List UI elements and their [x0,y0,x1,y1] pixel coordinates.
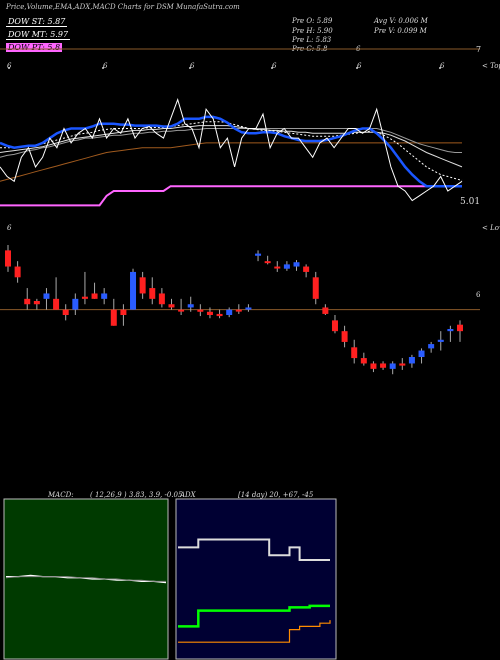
candle-body [293,262,300,267]
candle-body [331,320,338,332]
candle-body [216,313,223,317]
macd-params: ( 12,26,9 ) 3.83, 3.9, -0.05 [90,491,183,499]
marker-dot [271,67,273,69]
series-band-gray [0,128,462,158]
candle-body [245,307,252,310]
candle-body [139,277,146,294]
candle-body [168,304,175,308]
series-ema-mid [0,121,463,181]
candle-body [101,293,108,299]
candle-body [178,309,185,312]
marker-dot [8,67,10,69]
price-chart [0,48,480,375]
candle-body [303,266,310,272]
series-ema-slow [0,125,463,168]
candle-body [43,293,50,299]
candle-body [206,311,213,315]
candle-body [264,261,271,264]
candle-body [389,363,396,369]
candle-body [360,358,367,364]
series-price [0,98,463,202]
topa-label: < Topa [482,62,500,70]
adx-params: [14 day) 20, +67, -45 [238,491,314,499]
candle-body [91,293,98,299]
adx-series-adx [178,538,330,561]
candle-body [33,301,40,305]
candle-body [72,298,79,310]
candle-body [14,266,21,278]
series-dow-pt [0,185,462,207]
candle-body [62,309,69,315]
candle-body [130,271,137,310]
candle-body [283,264,290,269]
candle-body [457,324,463,332]
candle-body [351,347,358,359]
marker-dot [102,67,104,69]
adx-title: ADX [180,491,196,499]
marker-dot [356,67,358,69]
candle-body [110,309,117,326]
candle-body [408,357,415,364]
candle-body [312,277,319,299]
marker-dot [439,67,441,69]
chart-title: Price,Volume,EMA,ADX,MACD Charts for DSM… [6,3,240,11]
tick-mark: 6 [440,62,445,70]
tick-mark: 6 [7,62,12,70]
macd-series-signal [5,576,166,582]
candle-body [235,309,242,312]
tick-mark: 6 [103,62,108,70]
candle-body [399,363,406,366]
candle-body [53,298,60,310]
candle-body [24,298,31,305]
adx-box [175,498,337,660]
candle-body [5,250,11,267]
dow-mt-label: DOW MT: 5.97 [6,30,71,40]
macd-title: MACD: [48,491,74,499]
pre-high: Pre H: 5.90 [292,27,333,35]
tick-mark: 6 [7,224,12,232]
candle-body [158,293,165,305]
candle-body [226,309,233,315]
candle-body [370,363,377,369]
adx-series-minus-di [178,620,331,643]
candle-body [81,296,88,299]
top-right-seven: 7 [476,45,482,54]
candle-body [149,288,156,299]
candle-body [447,329,454,332]
candle-body [341,331,348,342]
candle-body [418,350,425,357]
pre-open: Pre O: 5.89 [292,17,333,25]
avg-volume: Avg V: 0.006 M [374,17,428,25]
candle-body [380,363,387,368]
tick-mark: 6 [272,62,277,70]
candle-body [197,309,204,312]
marker-dot [189,67,191,69]
pre-low: Pre L: 5.83 [292,36,332,44]
tick-mark: 6 [357,62,362,70]
dow-st-label: DOW ST: 5.87 [6,17,68,27]
candle-body [120,309,127,315]
adx-series-plus-di [178,604,330,628]
macd-box [3,498,169,660]
candle-body [322,307,329,314]
candle-body [187,304,194,308]
ref-six-label: 6 [476,291,481,299]
tick-mark: 6 [190,62,195,70]
pre-volume: Pre V: 0.099 M [374,27,427,35]
candle-body [428,344,435,349]
candle-body [274,266,281,269]
candle-body [437,339,444,342]
price-tag: 5.01 [460,197,481,207]
candle-body [255,253,262,256]
dow-pt-label: DOW PT: 5.8 [6,43,63,52]
macd-series-macd [6,574,167,584]
lowest-label: < Lowes [482,224,500,232]
